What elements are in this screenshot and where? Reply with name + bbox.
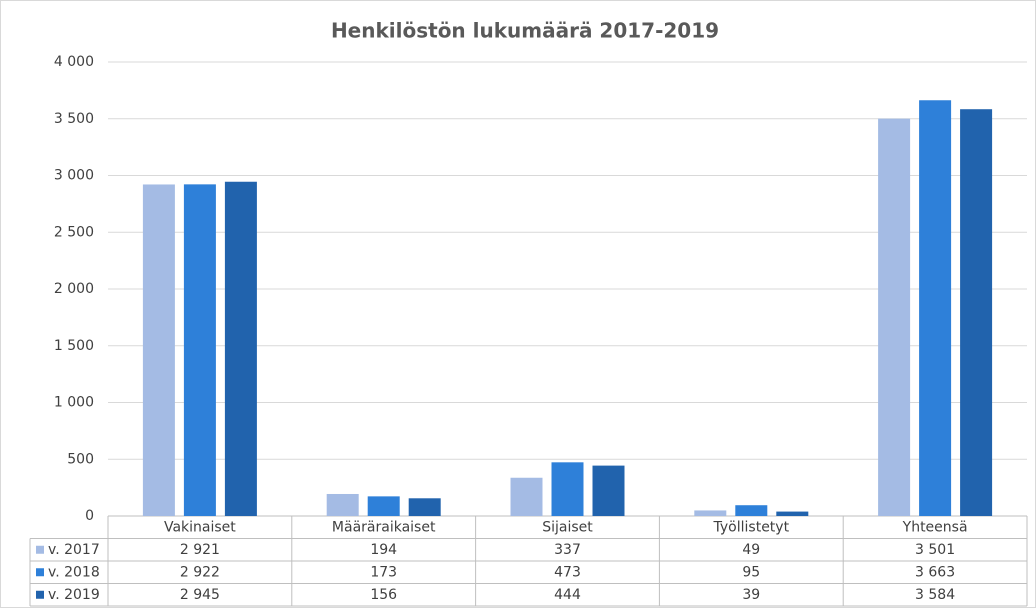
table-value: 173 [370,564,397,580]
table-value: 2 922 [180,564,220,580]
table-value: 2 921 [180,542,220,558]
category-label: Yhteensä [902,519,968,535]
bar [694,510,727,516]
bar [551,462,584,516]
y-tick-label: 500 [67,451,94,467]
table-value: 39 [742,587,760,603]
legend-key [36,545,44,554]
bar [592,465,625,516]
chart-title: Henkilöstön lukumäärä 2017-2019 [331,19,719,43]
legend-key [36,568,44,577]
table-value: 337 [554,542,581,558]
y-tick-label: 2 500 [54,224,94,240]
y-tick-label: 3 500 [54,111,94,127]
category-label: Työllistetyt [713,519,790,535]
bar [960,109,993,516]
bar [776,511,809,516]
bar [919,100,952,516]
bar [408,498,441,516]
table-value: 3 501 [915,542,955,558]
table-value: 444 [554,587,581,603]
table-value: 156 [370,587,397,603]
bar [510,477,543,516]
y-tick-label: 4 000 [54,54,94,70]
bar [367,496,400,516]
legend-label: v. 2018 [48,564,100,580]
legend-label: v. 2017 [48,542,100,558]
bar [735,505,768,516]
y-tick-label: 0 [85,508,94,524]
legend-key [36,590,44,599]
category-label: Sijaiset [542,519,593,535]
bar [142,184,175,517]
bar [224,181,257,516]
table-value: 473 [554,564,581,580]
category-label: Vakinaiset [164,519,236,535]
table-value: 3 584 [915,587,955,603]
y-tick-label: 3 000 [54,168,94,184]
y-tick-label: 1 500 [54,338,94,354]
table-value: 49 [742,542,760,558]
table-value: 2 945 [180,587,220,603]
category-label: Määräraikaiset [332,519,436,535]
table-value: 95 [742,564,760,580]
bar [183,184,216,516]
bar [326,493,359,516]
table-value: 194 [370,542,397,558]
y-tick-label: 1 000 [54,395,94,411]
table-value: 3 663 [915,564,955,580]
y-tick-label: 2 000 [54,281,94,297]
legend-label: v. 2019 [48,587,100,603]
bar [878,118,911,516]
